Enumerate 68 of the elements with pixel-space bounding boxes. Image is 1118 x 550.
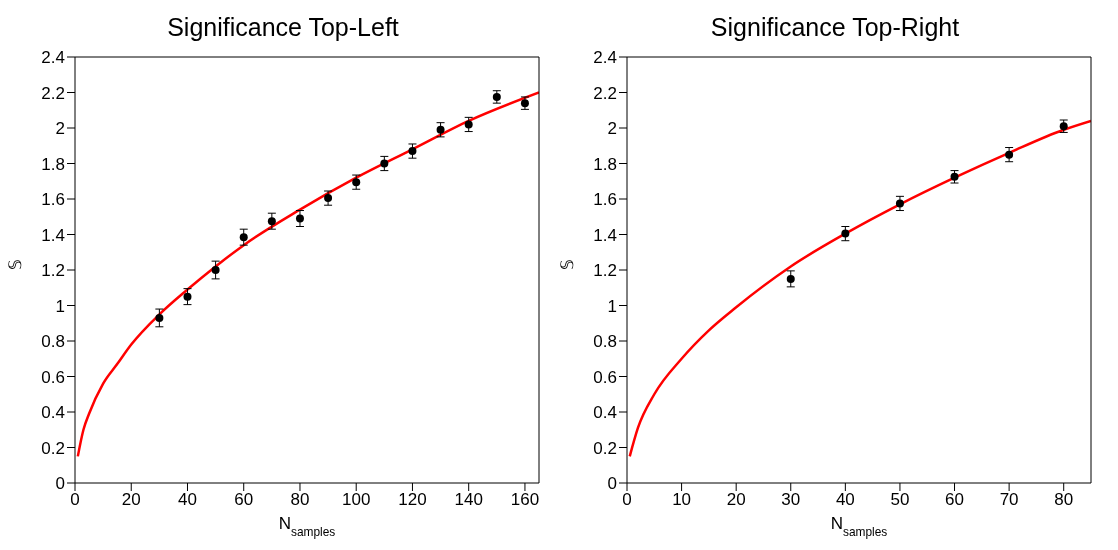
x-tick-label: 80	[290, 490, 310, 510]
point	[380, 159, 389, 168]
x-tick-label: 160	[510, 490, 540, 510]
y-tick-label: 1.4	[41, 225, 65, 245]
point	[324, 194, 333, 203]
x-tick-label: 10	[672, 490, 692, 510]
point	[295, 214, 304, 223]
y-tick-label: 0.8	[593, 332, 617, 352]
line-series	[76, 91, 539, 458]
point	[464, 120, 473, 129]
point	[267, 217, 276, 226]
y-tick-label: 1.6	[41, 190, 65, 210]
y-tick-label: 0	[607, 474, 617, 494]
line-series	[628, 119, 1091, 458]
chart-title: Significance Top-Right	[709, 12, 961, 43]
point	[352, 178, 361, 187]
point	[408, 147, 417, 156]
x-axis-title: N$_{samples}$	[830, 514, 888, 539]
x-tick-label: 70	[999, 490, 1019, 510]
y-tick-label: 1	[55, 296, 65, 316]
x-tick-label: 60	[234, 490, 254, 510]
y-tick-label: 0.4	[41, 403, 65, 423]
x-tick-label: 0	[70, 490, 80, 510]
point	[895, 199, 904, 208]
x-axis-title: N$_{samples}$	[278, 514, 336, 539]
y-axis-title: 𝕊	[558, 259, 578, 270]
x-tick-label: 30	[781, 490, 801, 510]
y-tick-label: 1.2	[41, 261, 65, 281]
y-tick-label: 0.8	[41, 332, 65, 352]
y-tick-label: 0	[55, 474, 65, 494]
y-tick-label: 2	[55, 119, 65, 139]
y-tick-label: 1.8	[41, 154, 65, 174]
chart-title: Significance Top-Left	[166, 12, 400, 43]
point	[155, 313, 164, 322]
y-tick-label: 0.6	[593, 367, 617, 387]
point	[1005, 150, 1014, 159]
x-tick-label: 40	[178, 490, 197, 510]
x-tick-label: 50	[890, 490, 910, 510]
x-tick-label: 20	[726, 490, 746, 510]
point	[786, 274, 795, 283]
x-tick-label: 120	[398, 490, 427, 510]
y-tick-label: 2.2	[41, 83, 65, 103]
point	[239, 233, 248, 242]
y-tick-label: 0.2	[41, 438, 65, 458]
x-tick-label: 0	[622, 490, 632, 510]
y-tick-label: 1	[607, 296, 617, 316]
y-tick-label: 1.4	[593, 225, 617, 245]
y-axis-title: 𝕊	[6, 259, 26, 270]
y-tick-label: 2.4	[41, 48, 65, 68]
x-tick-label: 100	[342, 490, 371, 510]
y-tick-label: 0.6	[41, 367, 65, 387]
y-tick-label: 0.2	[593, 438, 617, 458]
point	[183, 292, 192, 301]
x-tick-label: 60	[945, 490, 964, 510]
point	[211, 266, 220, 274]
x-tick-label: 80	[1054, 490, 1074, 510]
y-tick-label: 0.4	[593, 403, 617, 423]
x-tick-label: 20	[121, 490, 141, 510]
y-tick-label: 1.8	[593, 154, 617, 174]
y-tick-label: 2.4	[593, 48, 617, 68]
point	[841, 229, 850, 238]
point	[436, 125, 445, 134]
x-tick-label: 40	[835, 490, 855, 510]
x-tick-label: 140	[454, 490, 483, 510]
y-tick-label: 2.2	[593, 83, 617, 103]
y-tick-label: 2	[607, 119, 617, 139]
y-tick-label: 1.2	[593, 261, 617, 281]
y-tick-label: 1.6	[593, 190, 617, 210]
